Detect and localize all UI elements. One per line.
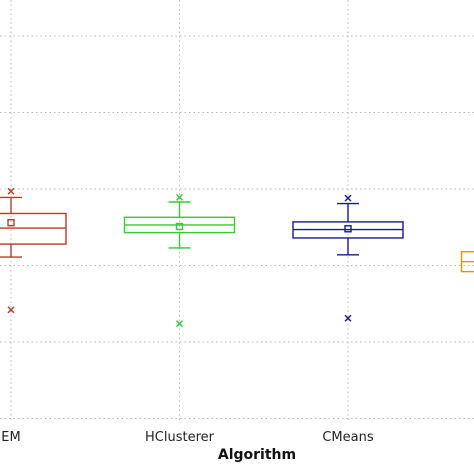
box-layer — [0, 187, 474, 328]
outlier-point — [344, 314, 352, 322]
outlier-stroke — [344, 314, 352, 322]
outlier-point — [344, 194, 352, 202]
x-tick-label: EM — [1, 430, 20, 445]
outlier-point — [7, 306, 15, 314]
outlier-stroke — [344, 194, 352, 202]
outlier-point — [7, 187, 15, 195]
x-axis-title: Algorithm — [218, 447, 296, 463]
outlier-stroke — [7, 187, 15, 195]
x-tick-label: CMeans — [322, 430, 373, 445]
box-s — [460, 251, 474, 273]
outlier-point — [176, 193, 183, 201]
x-tick-label: HClusterer — [145, 430, 215, 445]
outlier-stroke — [176, 193, 183, 201]
outlier-point — [176, 320, 183, 328]
mean-marker — [344, 225, 352, 233]
mean-marker — [7, 218, 15, 227]
box-em — [0, 187, 67, 314]
mean-marker — [175, 222, 184, 231]
box-cmeans — [292, 194, 404, 322]
outlier-stroke — [7, 306, 15, 314]
outlier-stroke — [176, 320, 183, 328]
box-hclusterer — [123, 193, 236, 328]
label-layer: EMHClustererCMeansS — [1, 430, 374, 445]
grid-layer — [0, 0, 474, 420]
box-iqr — [0, 212, 67, 245]
